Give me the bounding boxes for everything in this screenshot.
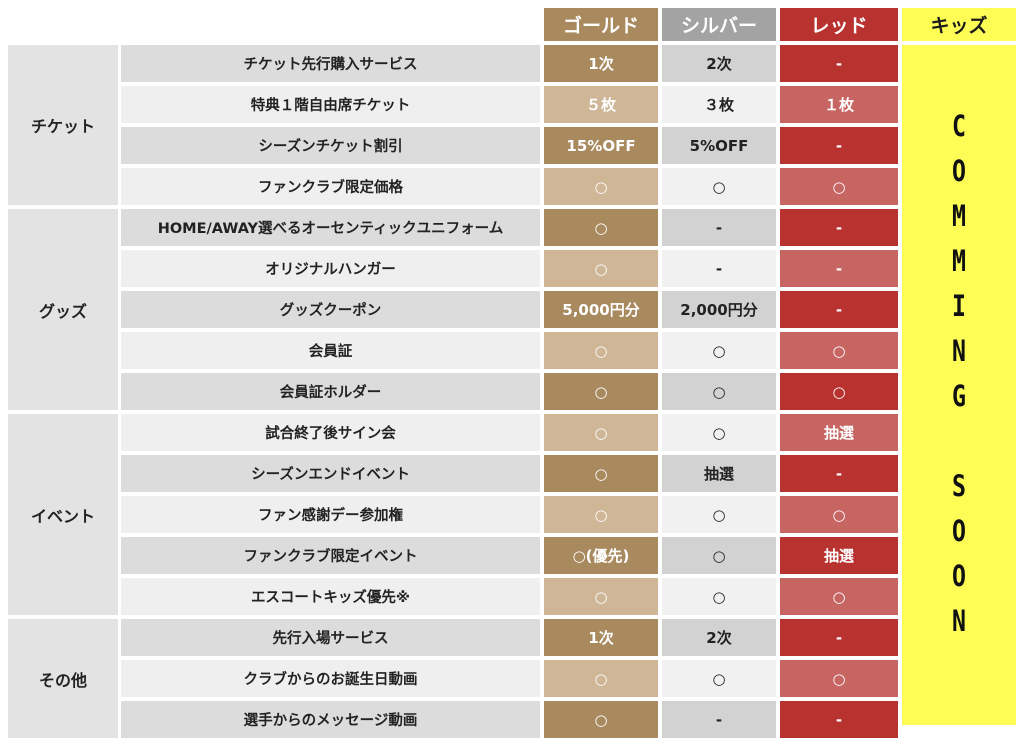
gold-value: ○ [544,332,658,369]
feature-label: ファンクラブ限定イベント [121,537,540,574]
silver-value: 2,000円分 [662,291,776,328]
feature-label: エスコートキッズ優先※ [121,578,540,615]
header-gold: ゴールド [544,8,658,41]
category-label: イベント [8,414,118,615]
silver-value: ○ [662,496,776,533]
gold-value: ○ [544,660,658,697]
red-value: 抽選 [780,414,898,451]
feature-label: ファンクラブ限定価格 [121,168,540,205]
kids-letter: N [952,604,966,638]
red-value: ○ [780,168,898,205]
gold-value: ○ [544,578,658,615]
feature-label: シーズンチケット割引 [121,127,540,164]
category-label: その他 [8,619,118,738]
silver-value: ○ [662,373,776,410]
kids-letter: S [952,469,966,503]
gold-value: 5,000円分 [544,291,658,328]
feature-label: 特典１階自由席チケット [121,86,540,123]
red-value: ○ [780,332,898,369]
red-value: ○ [780,660,898,697]
header-kids: キッズ [902,8,1016,41]
silver-value: 5%OFF [662,127,776,164]
kids-letter: I [952,289,966,323]
feature-label: ファン感謝デー参加権 [121,496,540,533]
header-red: レッド [780,8,898,41]
silver-value: - [662,209,776,246]
silver-value: - [662,701,776,738]
feature-label: オリジナルハンガー [121,250,540,287]
feature-label: 先行入場サービス [121,619,540,656]
kids-letter: C [952,109,966,143]
silver-value: ３枚 [662,86,776,123]
feature-label: クラブからのお誕生日動画 [121,660,540,697]
red-value: - [780,455,898,492]
red-value: - [780,45,898,82]
red-value: ○ [780,578,898,615]
feature-label: 試合終了後サイン会 [121,414,540,451]
gold-value: ○ [544,701,658,738]
red-value: 抽選 [780,537,898,574]
red-value: - [780,209,898,246]
silver-value: ○ [662,332,776,369]
feature-label: グッズクーポン [121,291,540,328]
silver-value: ○ [662,168,776,205]
feature-label: 選手からのメッセージ動画 [121,701,540,738]
gold-value: ○ [544,209,658,246]
gold-value: ○ [544,373,658,410]
red-value: - [780,127,898,164]
kids-letter: O [952,514,966,548]
gold-value: ○ [544,168,658,205]
gold-value: ５枚 [544,86,658,123]
red-value: ○ [780,373,898,410]
gold-value: ○ [544,496,658,533]
category-label: グッズ [8,209,118,410]
gold-value: 15%OFF [544,127,658,164]
header-silver: シルバー [662,8,776,41]
feature-label: HOME/AWAY選べるオーセンティックユニフォーム [121,209,540,246]
kids-letter: O [952,559,966,593]
gold-value: 1次 [544,619,658,656]
kids-letter: M [952,244,966,278]
feature-label: シーズンエンドイベント [121,455,540,492]
feature-label: 会員証 [121,332,540,369]
red-value: - [780,701,898,738]
silver-value: 2次 [662,45,776,82]
gold-value: ○ [544,250,658,287]
silver-value: 2次 [662,619,776,656]
red-value: １枚 [780,86,898,123]
gold-value: 1次 [544,45,658,82]
kids-letter: O [952,154,966,188]
silver-value: ○ [662,660,776,697]
gold-value: ○ [544,455,658,492]
kids-letter: N [952,334,966,368]
silver-value: 抽選 [662,455,776,492]
red-value: ○ [780,496,898,533]
silver-value: - [662,250,776,287]
kids-letter: G [952,379,966,413]
red-value: - [780,619,898,656]
silver-value: ○ [662,578,776,615]
kids-letter: M [952,199,966,233]
category-label: チケット [8,45,118,205]
gold-value: ○ [544,414,658,451]
red-value: - [780,291,898,328]
feature-label: チケット先行購入サービス [121,45,540,82]
red-value: - [780,250,898,287]
silver-value: ○ [662,414,776,451]
gold-value: ○(優先) [544,537,658,574]
silver-value: ○ [662,537,776,574]
feature-label: 会員証ホルダー [121,373,540,410]
